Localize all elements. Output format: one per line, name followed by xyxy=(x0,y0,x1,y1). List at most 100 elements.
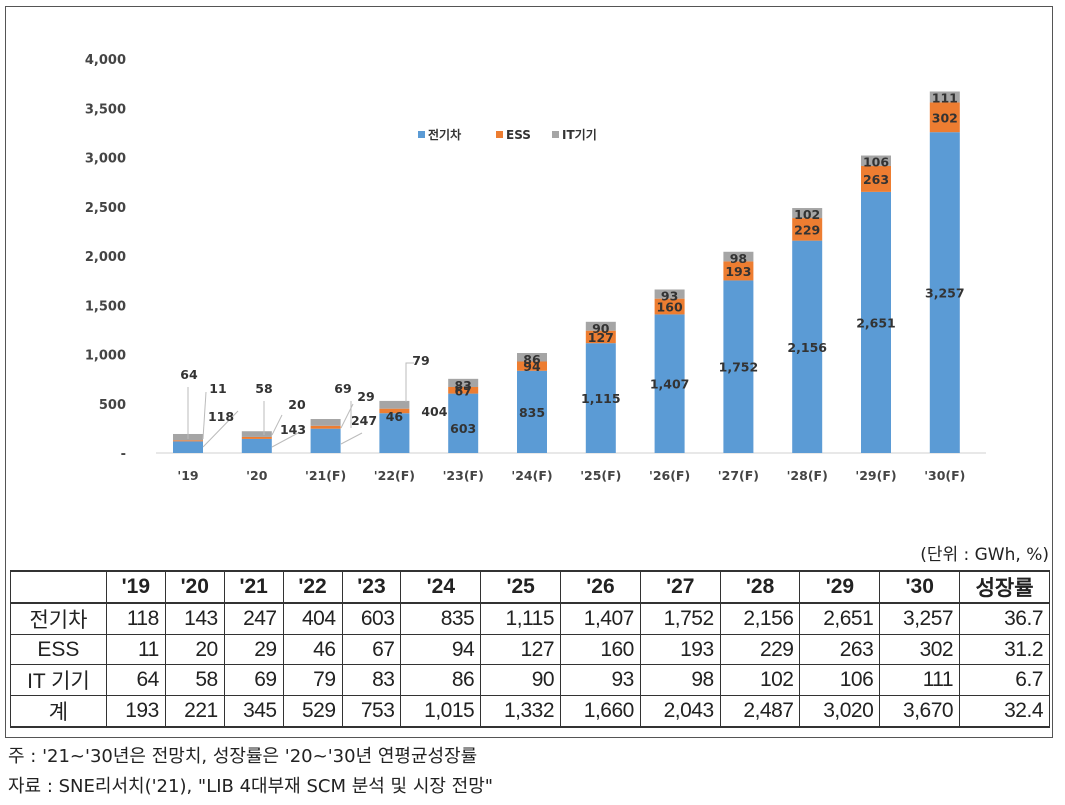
table-cell: 3,020 xyxy=(799,695,881,728)
table-cell: 93 xyxy=(560,664,641,696)
table-header-cell: '26 xyxy=(560,570,641,604)
data-label-it: 106 xyxy=(863,155,889,170)
x-tick-label: '24(F) xyxy=(511,468,552,483)
table-header-cell: 성장률 xyxy=(959,570,1050,604)
table-header-cell: '29 xyxy=(799,570,881,604)
footnote: 주 : '21~'30년은 전망치, 성장률은 '20~'30년 연평균성장률 xyxy=(8,746,478,767)
y-tick-label: 1,000 xyxy=(85,349,126,364)
table-cell: 29 xyxy=(223,634,284,665)
data-label-it: 58 xyxy=(255,381,272,396)
leader-line xyxy=(202,391,207,440)
y-tick-label: 2,500 xyxy=(85,201,126,216)
source-note: 자료 : SNE리서치('21), "LIB 4대부재 SCM 분석 및 시장 … xyxy=(8,776,494,797)
table-cell: 2,487 xyxy=(719,695,801,728)
data-label-ev: 247 xyxy=(351,413,377,428)
bar-ess xyxy=(654,298,685,315)
table-cell: 1,015 xyxy=(400,695,482,728)
table-header-cell: '27 xyxy=(639,570,721,604)
table-cell: 229 xyxy=(719,634,801,665)
table-cell: 64 xyxy=(105,664,166,696)
bar-ess xyxy=(310,425,341,429)
bar-it xyxy=(792,208,823,219)
table-cell: 603 xyxy=(341,602,402,635)
data-label-ess: 263 xyxy=(863,172,889,187)
data-label-it: 83 xyxy=(454,378,471,393)
data-label-ess: 302 xyxy=(932,110,958,125)
bar-it xyxy=(654,289,685,299)
table-cell: 835 xyxy=(400,602,482,635)
table-header-cell xyxy=(10,570,107,604)
table-cell: 67 xyxy=(341,634,402,665)
table-cell: 3,670 xyxy=(879,695,961,728)
table-header-cell: '19 xyxy=(105,570,166,604)
table-cell: 79 xyxy=(282,664,343,696)
bar-ev xyxy=(310,428,341,453)
data-label-ess: 94 xyxy=(523,359,541,374)
bar-ess xyxy=(585,330,616,344)
table-cell: 221 xyxy=(164,695,225,728)
legend-label: IT기기 xyxy=(562,127,597,142)
table-row: 전기차 118 143 247 404 603 835 1,115 1,407 1,752 2,15… xyxy=(10,602,1050,635)
data-label-it: 102 xyxy=(794,207,820,222)
table-header-cell: '30 xyxy=(879,570,961,604)
table-cell: 247 xyxy=(223,602,284,635)
bar-ess xyxy=(173,440,203,442)
table-header-cell: '24 xyxy=(400,570,482,604)
leader-line xyxy=(202,410,239,448)
bar-ess xyxy=(379,408,410,414)
table-cell: 1,332 xyxy=(480,695,562,728)
x-tick-label: '25(F) xyxy=(580,468,621,483)
bar-ev xyxy=(585,343,616,453)
table-header-row: '19'20'21'22'23'24'25'26'27'28'29'30 성장률 xyxy=(10,570,1050,604)
table-cell: 160 xyxy=(560,634,641,665)
table-cell: 20 xyxy=(164,634,225,665)
table-cell: 6.7 xyxy=(959,664,1050,696)
data-label-it: 93 xyxy=(661,288,678,303)
chart-frame: - 500 1,000 1,500 2,000 2,500 3,000 3,500 4,000 '… xyxy=(5,6,1053,738)
table-row: 계 193 221 345 529 753 1,015 1,332 1,660 2,043 2,48… xyxy=(10,695,1050,728)
table-cell: 2,651 xyxy=(799,602,881,635)
x-tick-label: '27(F) xyxy=(718,468,759,483)
x-tick-label: '19 xyxy=(177,468,198,483)
leader-line xyxy=(271,432,299,448)
bar-it xyxy=(585,321,616,331)
data-label-ess: 11 xyxy=(209,381,226,396)
table-cell: 143 xyxy=(164,602,225,635)
data-label-ev: 835 xyxy=(519,405,545,420)
bar-it xyxy=(517,353,547,362)
table-row-label: 계 xyxy=(10,695,107,728)
table-cell: 83 xyxy=(341,664,402,696)
table-cell: 2,156 xyxy=(719,602,801,635)
data-label-ev: 2,651 xyxy=(856,315,896,330)
table-header-cell: '25 xyxy=(480,570,562,604)
table-cell: 58 xyxy=(164,664,225,696)
bar-it xyxy=(929,91,960,103)
bar-ev xyxy=(448,393,479,453)
table-cell: 69 xyxy=(223,664,284,696)
bar-ev xyxy=(241,438,272,453)
table-cell: 1,407 xyxy=(560,602,641,635)
bar-ev xyxy=(929,132,960,454)
data-label-ev: 1,115 xyxy=(581,391,621,406)
y-tick-label: 1,500 xyxy=(85,299,126,314)
data-label-ev: 404 xyxy=(421,404,447,419)
data-label-it: 90 xyxy=(592,321,610,336)
bar-ess xyxy=(792,218,823,241)
bar-ess xyxy=(517,361,547,371)
bar-ev xyxy=(861,191,891,453)
bar-ev xyxy=(654,314,685,453)
table-cell: 102 xyxy=(719,664,801,696)
table-cell: 111 xyxy=(879,664,961,696)
bar-ess xyxy=(723,261,754,281)
leader-line xyxy=(340,432,363,445)
unit-note: (단위 : GWh, %) xyxy=(920,545,1049,565)
x-tick-label: '29(F) xyxy=(855,468,896,483)
bar-ev xyxy=(517,370,547,453)
table-cell: 86 xyxy=(400,664,482,696)
bar-ess xyxy=(861,165,891,192)
table-cell: 193 xyxy=(105,695,166,728)
data-label-ess: 160 xyxy=(657,300,683,315)
data-label-ev: 1,752 xyxy=(719,360,759,375)
data-table: '19'20'21'22'23'24'25'26'27'28'29'30 성장률 … xyxy=(10,570,1050,728)
table-body: 전기차 118 143 247 404 603 835 1,115 1,407 1,752 2,15… xyxy=(10,602,1050,728)
